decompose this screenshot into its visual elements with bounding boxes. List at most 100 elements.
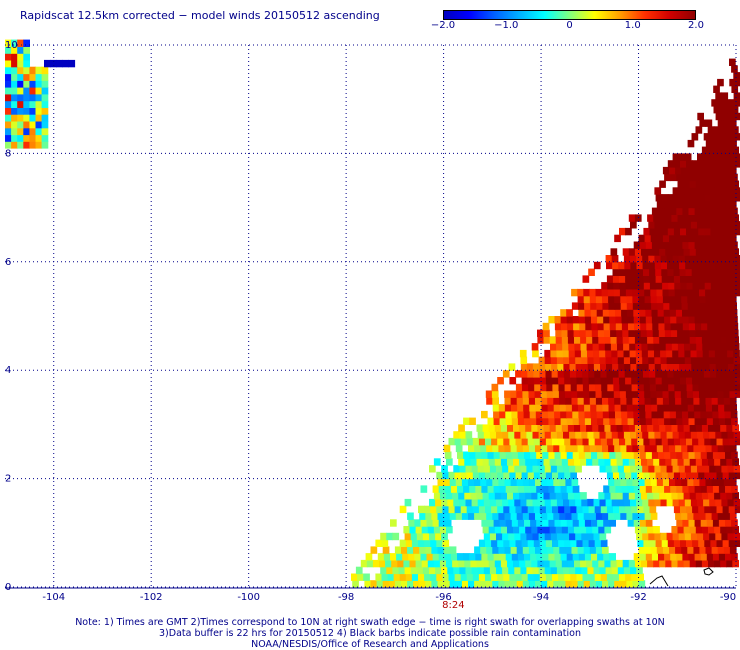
wind-cell [460, 573, 468, 581]
wind-cell [522, 383, 529, 392]
wind-cell [647, 559, 654, 568]
wind-cell [577, 580, 585, 588]
wind-cell [602, 546, 609, 554]
wind-cell [5, 80, 12, 88]
wind-cell [664, 316, 671, 324]
longitude-tick-label: -96 [435, 592, 451, 603]
wind-cell [542, 451, 549, 459]
wind-cell [478, 471, 486, 480]
wind-cell [23, 107, 30, 115]
wind-cell [612, 363, 619, 371]
wind-cell [611, 349, 618, 358]
wind-cell [643, 275, 651, 283]
wind-cell [734, 539, 740, 547]
wind-cell [567, 458, 575, 466]
wind-cell [692, 194, 699, 202]
wind-cell [459, 465, 467, 473]
wind-cell [29, 100, 37, 108]
wind-cell [683, 458, 691, 466]
wind-cell [625, 377, 632, 385]
wind-cell [581, 566, 588, 575]
wind-cell [645, 316, 653, 324]
wind-cell [570, 383, 578, 392]
wind-cell [684, 153, 692, 161]
wind-cell [633, 553, 641, 561]
wind-cell [468, 512, 475, 520]
wind-cell [463, 485, 470, 493]
wind-cell [521, 505, 529, 514]
wind-cell [715, 498, 722, 507]
wind-cell [431, 512, 439, 520]
wind-cell [575, 431, 582, 439]
wind-cell [612, 377, 620, 385]
wind-cell [552, 539, 559, 547]
wind-cell [595, 288, 603, 297]
wind-cell [731, 173, 738, 182]
wind-cell [735, 282, 740, 290]
wind-cell [718, 302, 725, 310]
wind-cell [669, 234, 676, 243]
wind-cell [429, 498, 436, 507]
wind-cell [734, 275, 740, 283]
wind-cell [438, 519, 446, 527]
wind-cell [560, 410, 567, 419]
wind-difference-cells [5, 39, 740, 588]
wind-cell [476, 424, 484, 432]
wind-cell [673, 268, 681, 276]
wind-cell [678, 221, 686, 229]
wind-cell [605, 349, 612, 358]
wind-cell [727, 498, 735, 507]
wind-cell [50, 59, 57, 68]
wind-cell [520, 498, 528, 507]
wind-cell [483, 566, 491, 575]
wind-cell [729, 166, 737, 175]
wind-cell [678, 532, 686, 541]
wind-cell [710, 194, 718, 202]
wind-cell [661, 227, 669, 236]
wind-cell [553, 404, 561, 412]
wind-cell [469, 485, 476, 493]
wind-cell [499, 485, 507, 493]
wind-cell [433, 526, 441, 534]
wind-cell [712, 207, 720, 215]
wind-cell [729, 200, 737, 209]
wind-cell [505, 519, 513, 527]
wind-cell [555, 526, 563, 534]
wind-cell [510, 546, 518, 554]
wind-cell [665, 214, 672, 222]
wind-cell [11, 80, 18, 88]
wind-cell [653, 248, 660, 256]
wind-cell [544, 356, 552, 364]
longitude-tick-label: -102 [140, 592, 163, 603]
wind-cell [564, 539, 571, 547]
wind-cell [432, 485, 440, 493]
wind-cell [689, 329, 696, 337]
wind-cell [625, 275, 632, 283]
wind-cell [659, 180, 666, 188]
wind-cell [632, 512, 640, 520]
wind-cell [609, 417, 616, 425]
wind-cell [690, 349, 698, 358]
wind-cell [404, 498, 412, 507]
wind-cell [525, 492, 532, 500]
wind-cell [720, 146, 727, 154]
wind-cell [662, 383, 669, 392]
wind-cell [592, 336, 599, 344]
wind-cell [578, 302, 585, 310]
wind-cell [715, 112, 723, 121]
wind-cell [661, 194, 669, 202]
wind-cell [497, 573, 504, 581]
wind-cell [583, 512, 591, 520]
wind-cell [463, 451, 470, 459]
wind-cell [723, 282, 730, 290]
wind-cell [561, 322, 568, 331]
wind-cell [17, 73, 24, 81]
wind-cell [457, 451, 464, 459]
wind-cell [446, 492, 453, 500]
wind-cell [492, 478, 499, 486]
wind-cell [693, 288, 700, 297]
wind-cell [655, 471, 663, 480]
coastline [649, 567, 714, 587]
wind-cell [697, 221, 704, 229]
wind-cell [727, 221, 735, 229]
